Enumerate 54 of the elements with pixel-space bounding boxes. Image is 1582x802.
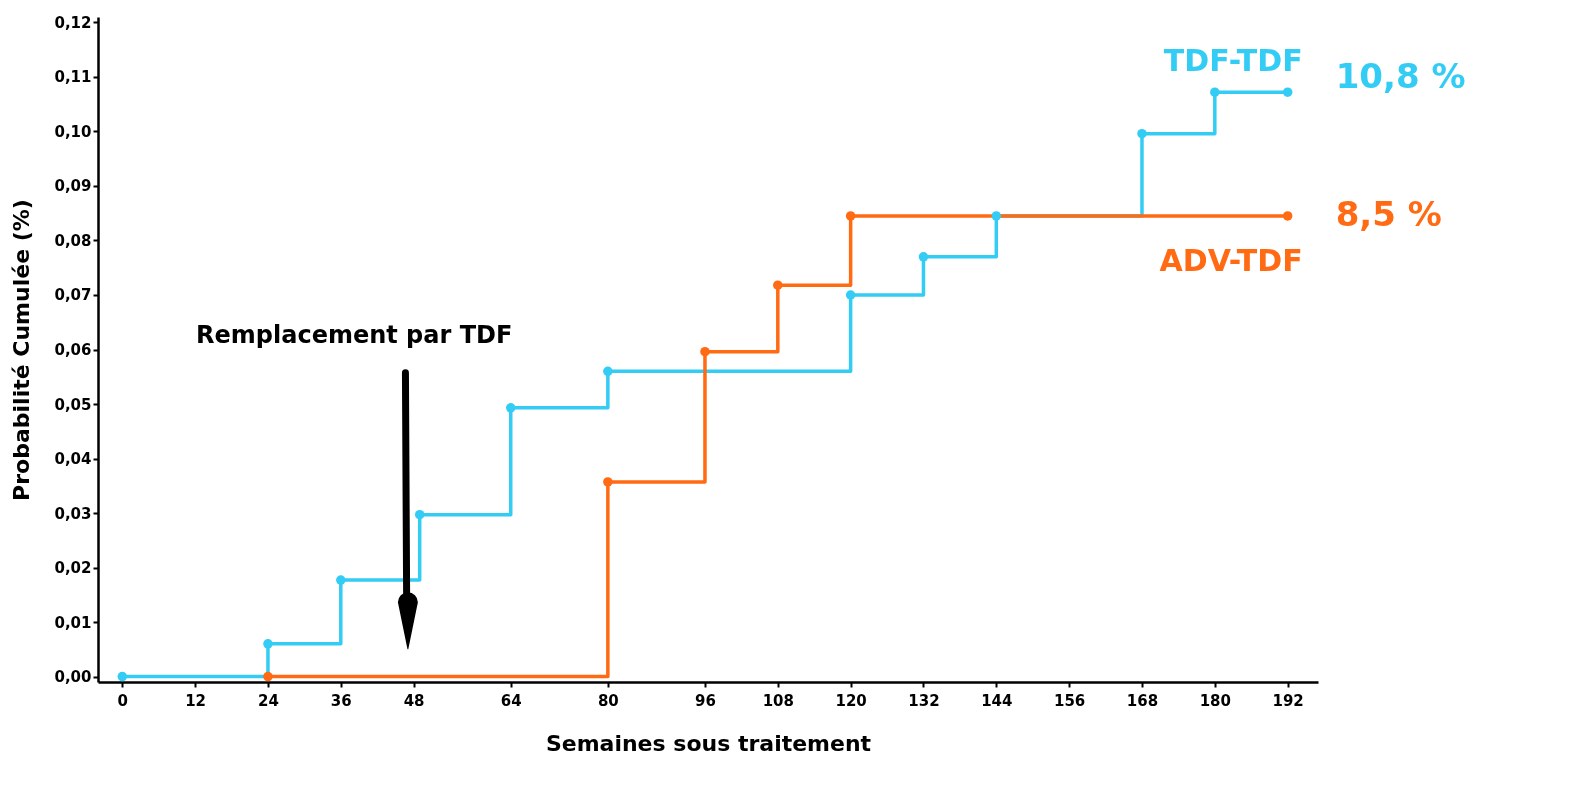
point	[700, 346, 710, 357]
x-tick-label: 64	[500, 691, 522, 710]
annotation: Remplacement par TDF	[196, 321, 513, 350]
y-tick-label: 0,06	[54, 341, 92, 359]
point	[603, 477, 613, 487]
y-tick-label: 0,11	[54, 68, 92, 87]
series-label: TDF-TDF	[1163, 43, 1303, 79]
point	[117, 671, 128, 682]
x-tick-label: 192	[1272, 691, 1304, 710]
y-axis-title: Probabilité Cumulée (%)	[9, 199, 35, 501]
y-tick-label: 0,05	[54, 395, 92, 414]
point	[603, 366, 613, 377]
x-tick-label: 48	[403, 691, 425, 710]
x-tick-label: 180	[1199, 691, 1231, 710]
x-tick-label: 12	[185, 691, 207, 710]
x-tick-label: 168	[1126, 691, 1159, 710]
y-tick-label: 0,09	[54, 177, 92, 196]
point	[845, 290, 856, 300]
y-tick-label: 0,10	[54, 122, 92, 141]
x-tick-label: 0	[117, 691, 128, 710]
x-tick-label: 120	[835, 691, 867, 710]
point	[1282, 87, 1293, 97]
point	[505, 403, 516, 413]
annotation: 8,5 %	[1335, 193, 1442, 234]
y-tick-label: 0,02	[54, 559, 92, 578]
point	[263, 639, 273, 649]
y-tick-label: 0,00	[54, 668, 92, 687]
point	[918, 252, 929, 262]
x-tick-label: 36	[330, 691, 352, 710]
point	[414, 509, 425, 520]
point	[263, 671, 273, 682]
y-tick-label: 0,04	[54, 450, 92, 469]
annotation: 10,8 %	[1335, 56, 1466, 97]
y-tick-label: 0,07	[54, 286, 92, 305]
point	[1210, 87, 1220, 97]
point	[1137, 128, 1147, 139]
x-axis-title: Semaines sous traitement	[545, 730, 872, 756]
point	[991, 211, 1002, 221]
series-label: ADV-TDF	[1159, 242, 1303, 278]
x-tick-label: 96	[695, 691, 716, 710]
y-tick-label: 0,03	[54, 504, 92, 523]
x-tick-label: 80	[597, 691, 619, 710]
point	[845, 211, 856, 221]
point	[336, 575, 346, 585]
x-tick-label: 24	[258, 691, 279, 710]
x-tick-label: 132	[908, 691, 940, 710]
x-tick-label: 156	[1053, 691, 1086, 710]
y-tick-label: 0,12	[54, 13, 92, 32]
point	[773, 280, 783, 290]
point	[1282, 211, 1293, 221]
x-tick-label: 108	[762, 691, 794, 710]
y-tick-label: 0,08	[54, 231, 92, 250]
y-tick-label: 0,01	[54, 613, 92, 632]
x-tick-label: 144	[981, 691, 1013, 710]
